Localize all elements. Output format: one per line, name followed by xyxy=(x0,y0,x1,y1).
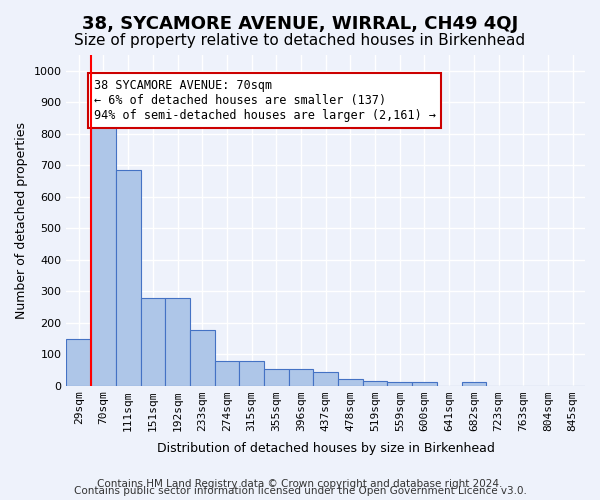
Bar xyxy=(67,339,91,386)
Bar xyxy=(412,382,437,386)
Bar xyxy=(239,361,264,386)
Bar xyxy=(91,124,116,386)
Text: Contains public sector information licensed under the Open Government Licence v3: Contains public sector information licen… xyxy=(74,486,526,496)
Bar xyxy=(363,381,388,386)
Bar xyxy=(165,298,190,386)
Bar xyxy=(215,361,239,386)
Bar xyxy=(140,298,165,386)
Text: 38 SYCAMORE AVENUE: 70sqm
← 6% of detached houses are smaller (137)
94% of semi-: 38 SYCAMORE AVENUE: 70sqm ← 6% of detach… xyxy=(94,78,436,122)
Text: Size of property relative to detached houses in Birkenhead: Size of property relative to detached ho… xyxy=(74,32,526,48)
Bar xyxy=(116,170,140,386)
Text: 38, SYCAMORE AVENUE, WIRRAL, CH49 4QJ: 38, SYCAMORE AVENUE, WIRRAL, CH49 4QJ xyxy=(82,15,518,33)
Y-axis label: Number of detached properties: Number of detached properties xyxy=(15,122,28,319)
Bar xyxy=(289,369,313,386)
Bar xyxy=(388,382,412,386)
Bar xyxy=(461,382,486,386)
Bar xyxy=(338,378,363,386)
Bar xyxy=(264,369,289,386)
Bar xyxy=(313,372,338,386)
Bar xyxy=(190,330,215,386)
Text: Contains HM Land Registry data © Crown copyright and database right 2024.: Contains HM Land Registry data © Crown c… xyxy=(97,479,503,489)
X-axis label: Distribution of detached houses by size in Birkenhead: Distribution of detached houses by size … xyxy=(157,442,494,455)
